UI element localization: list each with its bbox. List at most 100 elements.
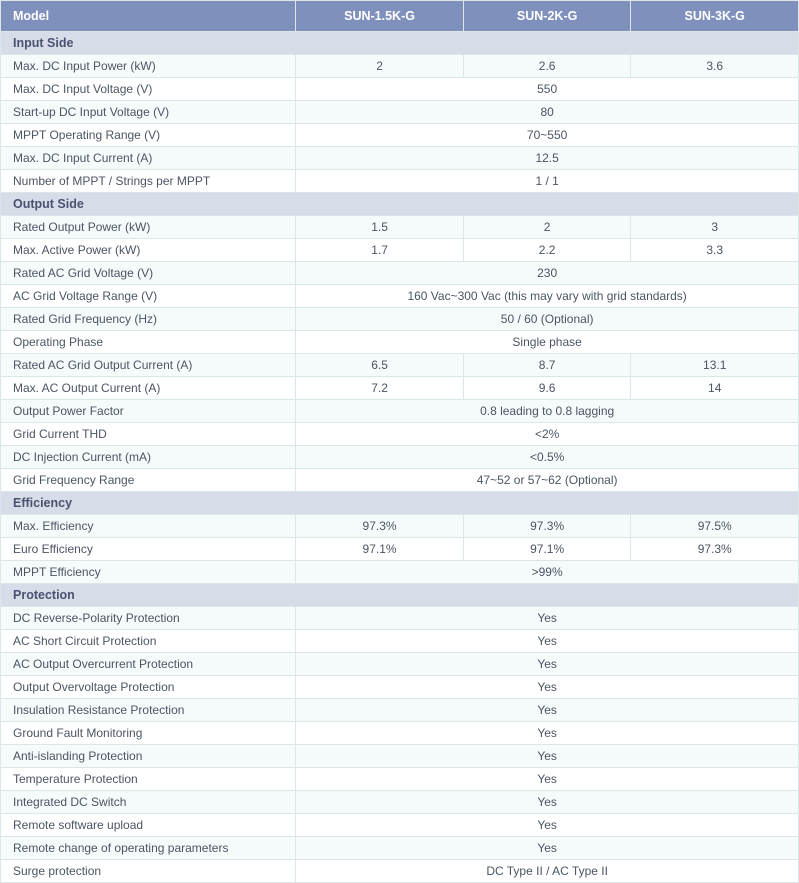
table-row: Rated AC Grid Output Current (A)6.58.713… — [1, 354, 799, 377]
row-value: 47~52 or 57~62 (Optional) — [296, 469, 799, 492]
row-value: 2 — [463, 216, 631, 239]
row-label: DC Reverse-Polarity Protection — [1, 607, 296, 630]
row-value: DC Type II / AC Type II — [296, 860, 799, 883]
row-label: Number of MPPT / Strings per MPPT — [1, 170, 296, 193]
row-value: 2.2 — [463, 239, 631, 262]
table-row: DC Injection Current (mA)<0.5% — [1, 446, 799, 469]
table-row: Remote software uploadYes — [1, 814, 799, 837]
row-value: 80 — [296, 101, 799, 124]
row-value: 550 — [296, 78, 799, 101]
table-row: Output Overvoltage ProtectionYes — [1, 676, 799, 699]
row-value: 2.6 — [463, 55, 631, 78]
table-row: AC Short Circuit ProtectionYes — [1, 630, 799, 653]
row-value: 6.5 — [296, 354, 464, 377]
table-row: Max. Active Power (kW)1.72.23.3 — [1, 239, 799, 262]
table-row: Grid Current THD<2% — [1, 423, 799, 446]
row-value: 2 — [296, 55, 464, 78]
row-value: Yes — [296, 699, 799, 722]
row-value: 7.2 — [296, 377, 464, 400]
row-value: <2% — [296, 423, 799, 446]
section-title: Protection — [1, 584, 799, 607]
row-value: 1.7 — [296, 239, 464, 262]
section-header-row: Protection — [1, 584, 799, 607]
table-row: Surge protectionDC Type II / AC Type II — [1, 860, 799, 883]
table-row: Max. DC Input Voltage (V)550 — [1, 78, 799, 101]
row-label: Rated Grid Frequency (Hz) — [1, 308, 296, 331]
row-value: 1.5 — [296, 216, 464, 239]
table-row: Max. Efficiency97.3%97.3%97.5% — [1, 515, 799, 538]
row-value: Yes — [296, 814, 799, 837]
row-value: Yes — [296, 607, 799, 630]
row-value: 70~550 — [296, 124, 799, 147]
section-header-row: Input Side — [1, 32, 799, 55]
row-value: 8.7 — [463, 354, 631, 377]
table-row: Max. DC Input Current (A)12.5 — [1, 147, 799, 170]
table-row: Rated Grid Frequency (Hz)50 / 60 (Option… — [1, 308, 799, 331]
header-model-0: SUN-1.5K-G — [296, 1, 464, 32]
table-row: Ground Fault MonitoringYes — [1, 722, 799, 745]
header-model-label: Model — [1, 1, 296, 32]
row-label: Operating Phase — [1, 331, 296, 354]
row-label: Temperature Protection — [1, 768, 296, 791]
section-header-row: Efficiency — [1, 492, 799, 515]
row-value: Yes — [296, 653, 799, 676]
table-row: Integrated DC SwitchYes — [1, 791, 799, 814]
row-label: Rated AC Grid Voltage (V) — [1, 262, 296, 285]
row-value: Yes — [296, 630, 799, 653]
table-row: MPPT Operating Range (V)70~550 — [1, 124, 799, 147]
row-label: Anti-islanding Protection — [1, 745, 296, 768]
row-label: Max. AC Output Current (A) — [1, 377, 296, 400]
row-value: Yes — [296, 837, 799, 860]
table-row: Rated AC Grid Voltage (V)230 — [1, 262, 799, 285]
table-row: Output Power Factor0.8 leading to 0.8 la… — [1, 400, 799, 423]
row-value: 97.1% — [296, 538, 464, 561]
table-row: AC Grid Voltage Range (V)160 Vac~300 Vac… — [1, 285, 799, 308]
row-label: Output Power Factor — [1, 400, 296, 423]
row-value: Yes — [296, 768, 799, 791]
row-label: Ground Fault Monitoring — [1, 722, 296, 745]
table-row: Euro Efficiency97.1%97.1%97.3% — [1, 538, 799, 561]
header-model-1: SUN-2K-G — [463, 1, 631, 32]
section-title: Output Side — [1, 193, 799, 216]
spec-table: Model SUN-1.5K-G SUN-2K-G SUN-3K-G Input… — [0, 0, 799, 883]
row-value: 50 / 60 (Optional) — [296, 308, 799, 331]
row-label: Start-up DC Input Voltage (V) — [1, 101, 296, 124]
header-model-2: SUN-3K-G — [631, 1, 799, 32]
table-row: Remote change of operating parametersYes — [1, 837, 799, 860]
row-label: Grid Frequency Range — [1, 469, 296, 492]
row-value: 97.3% — [463, 515, 631, 538]
row-label: Max. DC Input Current (A) — [1, 147, 296, 170]
row-value: 12.5 — [296, 147, 799, 170]
row-value: 1 / 1 — [296, 170, 799, 193]
row-label: MPPT Efficiency — [1, 561, 296, 584]
row-label: MPPT Operating Range (V) — [1, 124, 296, 147]
table-row: Max. AC Output Current (A)7.29.614 — [1, 377, 799, 400]
row-label: Rated Output Power (kW) — [1, 216, 296, 239]
table-row: Insulation Resistance ProtectionYes — [1, 699, 799, 722]
row-value: <0.5% — [296, 446, 799, 469]
row-value: 160 Vac~300 Vac (this may vary with grid… — [296, 285, 799, 308]
row-value: Yes — [296, 722, 799, 745]
row-value: 97.3% — [296, 515, 464, 538]
row-value: 97.1% — [463, 538, 631, 561]
row-label: Max. DC Input Voltage (V) — [1, 78, 296, 101]
row-label: Euro Efficiency — [1, 538, 296, 561]
row-value: 14 — [631, 377, 799, 400]
table-row: Number of MPPT / Strings per MPPT1 / 1 — [1, 170, 799, 193]
table-row: DC Reverse-Polarity ProtectionYes — [1, 607, 799, 630]
row-value: 97.5% — [631, 515, 799, 538]
row-value: Single phase — [296, 331, 799, 354]
section-title: Input Side — [1, 32, 799, 55]
row-label: Grid Current THD — [1, 423, 296, 446]
table-row: Temperature ProtectionYes — [1, 768, 799, 791]
row-value: Yes — [296, 791, 799, 814]
row-value: >99% — [296, 561, 799, 584]
table-row: Grid Frequency Range47~52 or 57~62 (Opti… — [1, 469, 799, 492]
row-value: 3 — [631, 216, 799, 239]
table-row: Rated Output Power (kW)1.523 — [1, 216, 799, 239]
spec-table-body: Input SideMax. DC Input Power (kW)22.63.… — [1, 32, 799, 883]
row-value: Yes — [296, 745, 799, 768]
section-header-row: Output Side — [1, 193, 799, 216]
row-label: Output Overvoltage Protection — [1, 676, 296, 699]
section-title: Efficiency — [1, 492, 799, 515]
